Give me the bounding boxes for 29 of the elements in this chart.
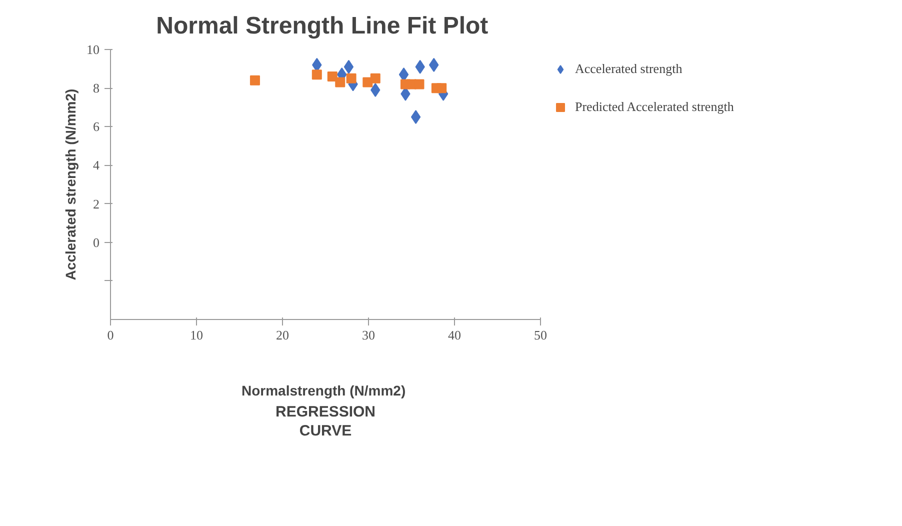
y-tick-label: 4	[93, 158, 100, 173]
text: REGRESSION CURVE	[275, 404, 376, 440]
y-tick-label: 6	[93, 119, 100, 134]
x-tick-label: 0	[107, 328, 114, 342]
point	[414, 79, 424, 90]
point	[436, 83, 447, 94]
point	[344, 60, 354, 74]
x-tick-label: 20	[276, 328, 289, 342]
point	[327, 72, 338, 82]
point	[250, 75, 260, 86]
legend-label: Predicted Accelerated strength	[575, 99, 734, 115]
point	[370, 73, 380, 84]
y-tick-label: 8	[93, 80, 100, 96]
y-tick-label: 2	[93, 196, 100, 212]
point	[346, 73, 356, 84]
x-tick-label: 30	[362, 328, 375, 342]
x-tick-label: 40	[448, 328, 461, 342]
chart-title: Normal Strength Line Fit Plot	[156, 12, 488, 40]
x-axis-title: Normalstrength (N/mm2)	[241, 382, 406, 398]
y-axis-title: Acclerated strength (N/mm2)	[62, 88, 78, 280]
x-tick-label: 10	[190, 328, 203, 342]
legend-label: Accelerated strength	[575, 61, 682, 77]
point	[410, 110, 421, 124]
x-tick-label: 50	[534, 328, 547, 342]
point	[312, 70, 322, 80]
point	[370, 83, 380, 97]
y-tick-label: 0	[93, 234, 100, 250]
y-tick-label: 10	[86, 42, 100, 57]
point	[335, 77, 346, 88]
